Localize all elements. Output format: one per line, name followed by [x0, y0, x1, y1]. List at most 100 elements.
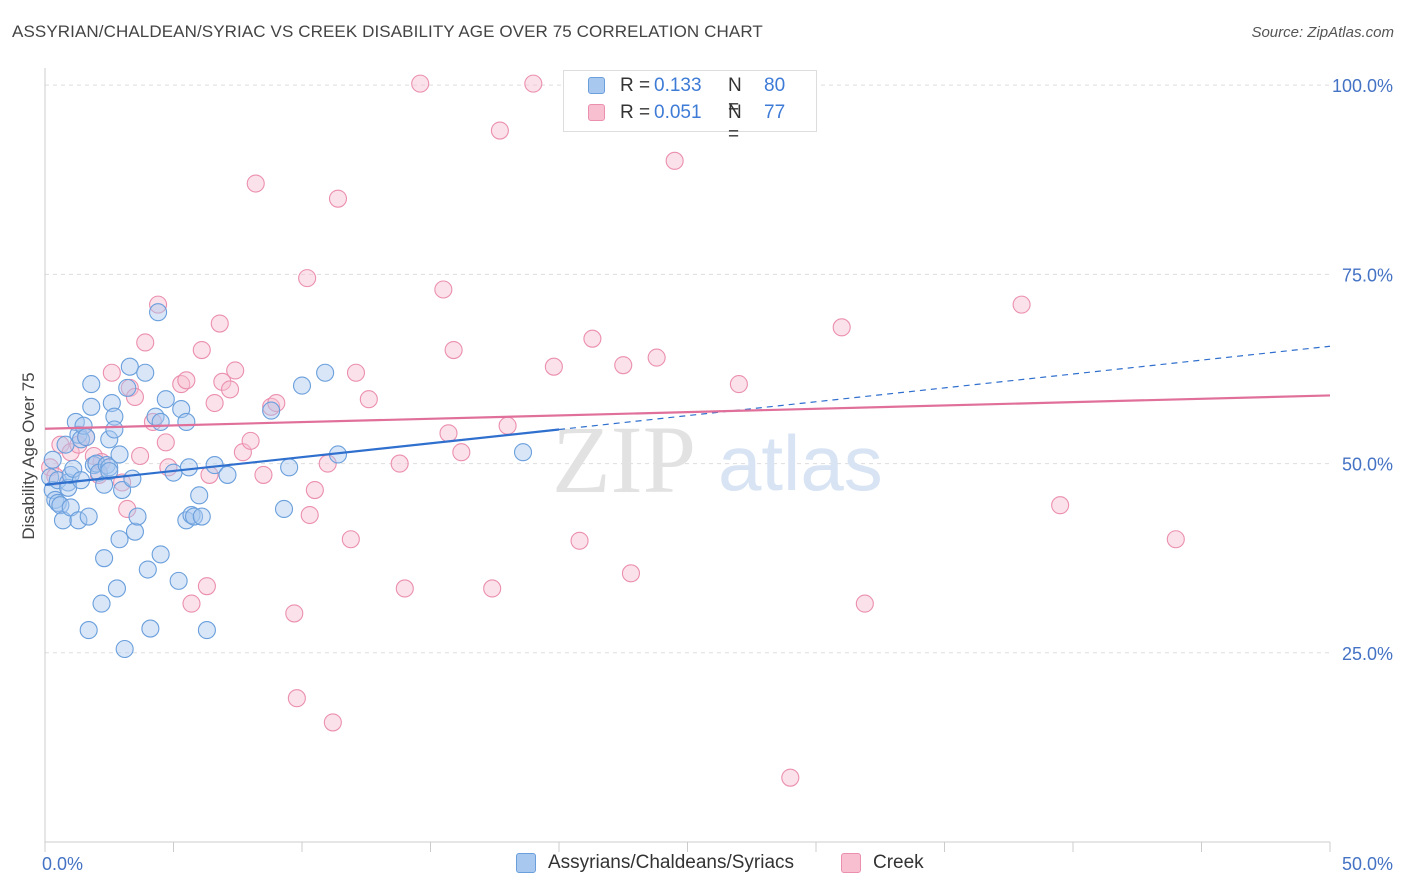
data-point-creek: [298, 269, 317, 288]
legend-r-value: 0.051: [654, 102, 702, 123]
data-point-creek: [452, 443, 471, 462]
axis-labels: 25.0% 50.0% 75.0% 100.0% 0.0% 50.0% Disability…: [19, 76, 1393, 874]
data-point-creek: [411, 74, 430, 93]
data-point-creek: [583, 329, 602, 348]
data-point-creek: [439, 424, 458, 443]
data-point-creek: [210, 314, 229, 333]
data-point-creek: [524, 74, 543, 93]
data-point-assyrian: [190, 486, 209, 505]
data-point-assyrian: [46, 490, 65, 509]
legend-n-value: 80: [764, 75, 786, 96]
data-point-creek: [156, 433, 175, 452]
data-point-assyrian: [151, 545, 170, 564]
data-point-creek: [125, 387, 144, 407]
data-point-creek: [205, 393, 224, 413]
data-point-creek: [1012, 295, 1031, 314]
data-point-creek: [1051, 496, 1070, 515]
data-point-assyrian: [100, 430, 119, 449]
data-point-assyrian: [95, 475, 114, 494]
data-point-assyrian: [156, 390, 175, 409]
data-point-creek: [395, 579, 414, 598]
data-point-assyrian: [179, 458, 198, 477]
data-point-creek: [149, 295, 168, 314]
data-point-assyrian: [118, 378, 137, 397]
data-point-creek: [287, 689, 306, 708]
legend-swatch-pink: [588, 104, 605, 121]
y-tick-label: 50.0%: [1342, 455, 1393, 475]
data-point-assyrian: [177, 412, 196, 431]
data-point-assyrian: [292, 376, 312, 395]
data-point-assyrian: [125, 522, 144, 541]
data-point-creek: [102, 363, 121, 382]
y-tick-label: 75.0%: [1342, 265, 1393, 285]
x-tick-label: 0.0%: [42, 854, 83, 874]
data-point-creek: [665, 151, 684, 170]
data-point-creek: [220, 380, 240, 399]
data-point-creek: [328, 189, 348, 208]
data-point-creek: [323, 713, 342, 732]
data-point-creek: [197, 577, 216, 596]
data-point-creek: [444, 340, 463, 360]
data-point-creek: [51, 435, 70, 454]
source-label: Source: ZipAtlas.com: [1251, 24, 1394, 41]
data-point-creek: [570, 531, 589, 550]
data-point-assyrian: [43, 450, 62, 469]
data-point-creek: [300, 505, 319, 525]
data-point-assyrian: [82, 375, 101, 394]
data-point-assyrian: [274, 499, 294, 519]
data-point-assyrian: [79, 621, 98, 640]
data-point-creek: [621, 564, 641, 583]
data-point-assyrian: [100, 462, 119, 481]
data-point-creek: [544, 357, 563, 376]
data-point-creek: [434, 280, 453, 299]
chart-title: ASSYRIAN/CHALDEAN/SYRIAC VS CREEK DISABI…: [12, 22, 763, 41]
data-point-creek: [498, 416, 517, 435]
legend-n-value: 77: [764, 102, 786, 123]
data-point-creek: [285, 604, 304, 623]
data-point-assyrian: [138, 560, 157, 579]
data-point-creek: [490, 121, 509, 140]
data-point-assyrian: [107, 579, 127, 598]
data-point-creek: [483, 579, 502, 598]
data-point-creek: [226, 361, 245, 380]
legend-label-assyrian: Assyrians/Chaldeans/Syriacs: [548, 852, 795, 873]
axes: [44, 68, 1331, 852]
data-point-assyrian: [102, 393, 121, 413]
watermark: ZIP atlas: [552, 406, 883, 513]
data-point-assyrian: [197, 621, 216, 640]
data-point-creek: [647, 348, 666, 367]
trend-line-creek: [44, 394, 1331, 430]
series-assyrian-points: [41, 303, 533, 659]
data-point-assyrian: [95, 549, 114, 568]
data-point-creek: [359, 390, 378, 409]
data-point-creek: [341, 530, 360, 549]
data-point-creek: [177, 371, 196, 390]
data-point-assyrian: [136, 363, 155, 382]
data-point-assyrian: [169, 571, 188, 590]
data-point-creek: [131, 446, 150, 466]
data-point-assyrian: [128, 507, 147, 526]
legend-r-label: R =: [620, 75, 651, 96]
data-point-assyrian: [79, 507, 98, 526]
data-point-creek: [213, 372, 232, 391]
data-point-assyrian: [316, 363, 335, 382]
data-point-creek: [729, 375, 748, 394]
data-point-assyrian: [280, 458, 299, 477]
data-point-assyrian: [74, 416, 93, 435]
data-point-creek: [113, 473, 132, 492]
data-point-assyrian: [115, 639, 134, 659]
data-point-assyrian: [110, 530, 129, 549]
data-point-creek: [246, 174, 265, 193]
data-point-creek: [118, 499, 137, 519]
data-point-assyrian: [218, 465, 237, 484]
data-point-creek: [254, 465, 273, 484]
data-point-creek: [305, 481, 324, 500]
data-point-assyrian: [185, 507, 204, 526]
y-axis-title: Disability Age Over 75: [19, 372, 38, 539]
data-point-assyrian: [151, 412, 170, 431]
trend-line-assyrian-extension: [558, 345, 1331, 431]
data-point-creek: [136, 333, 155, 352]
data-point-assyrian: [513, 443, 533, 462]
data-point-assyrian: [105, 407, 124, 426]
